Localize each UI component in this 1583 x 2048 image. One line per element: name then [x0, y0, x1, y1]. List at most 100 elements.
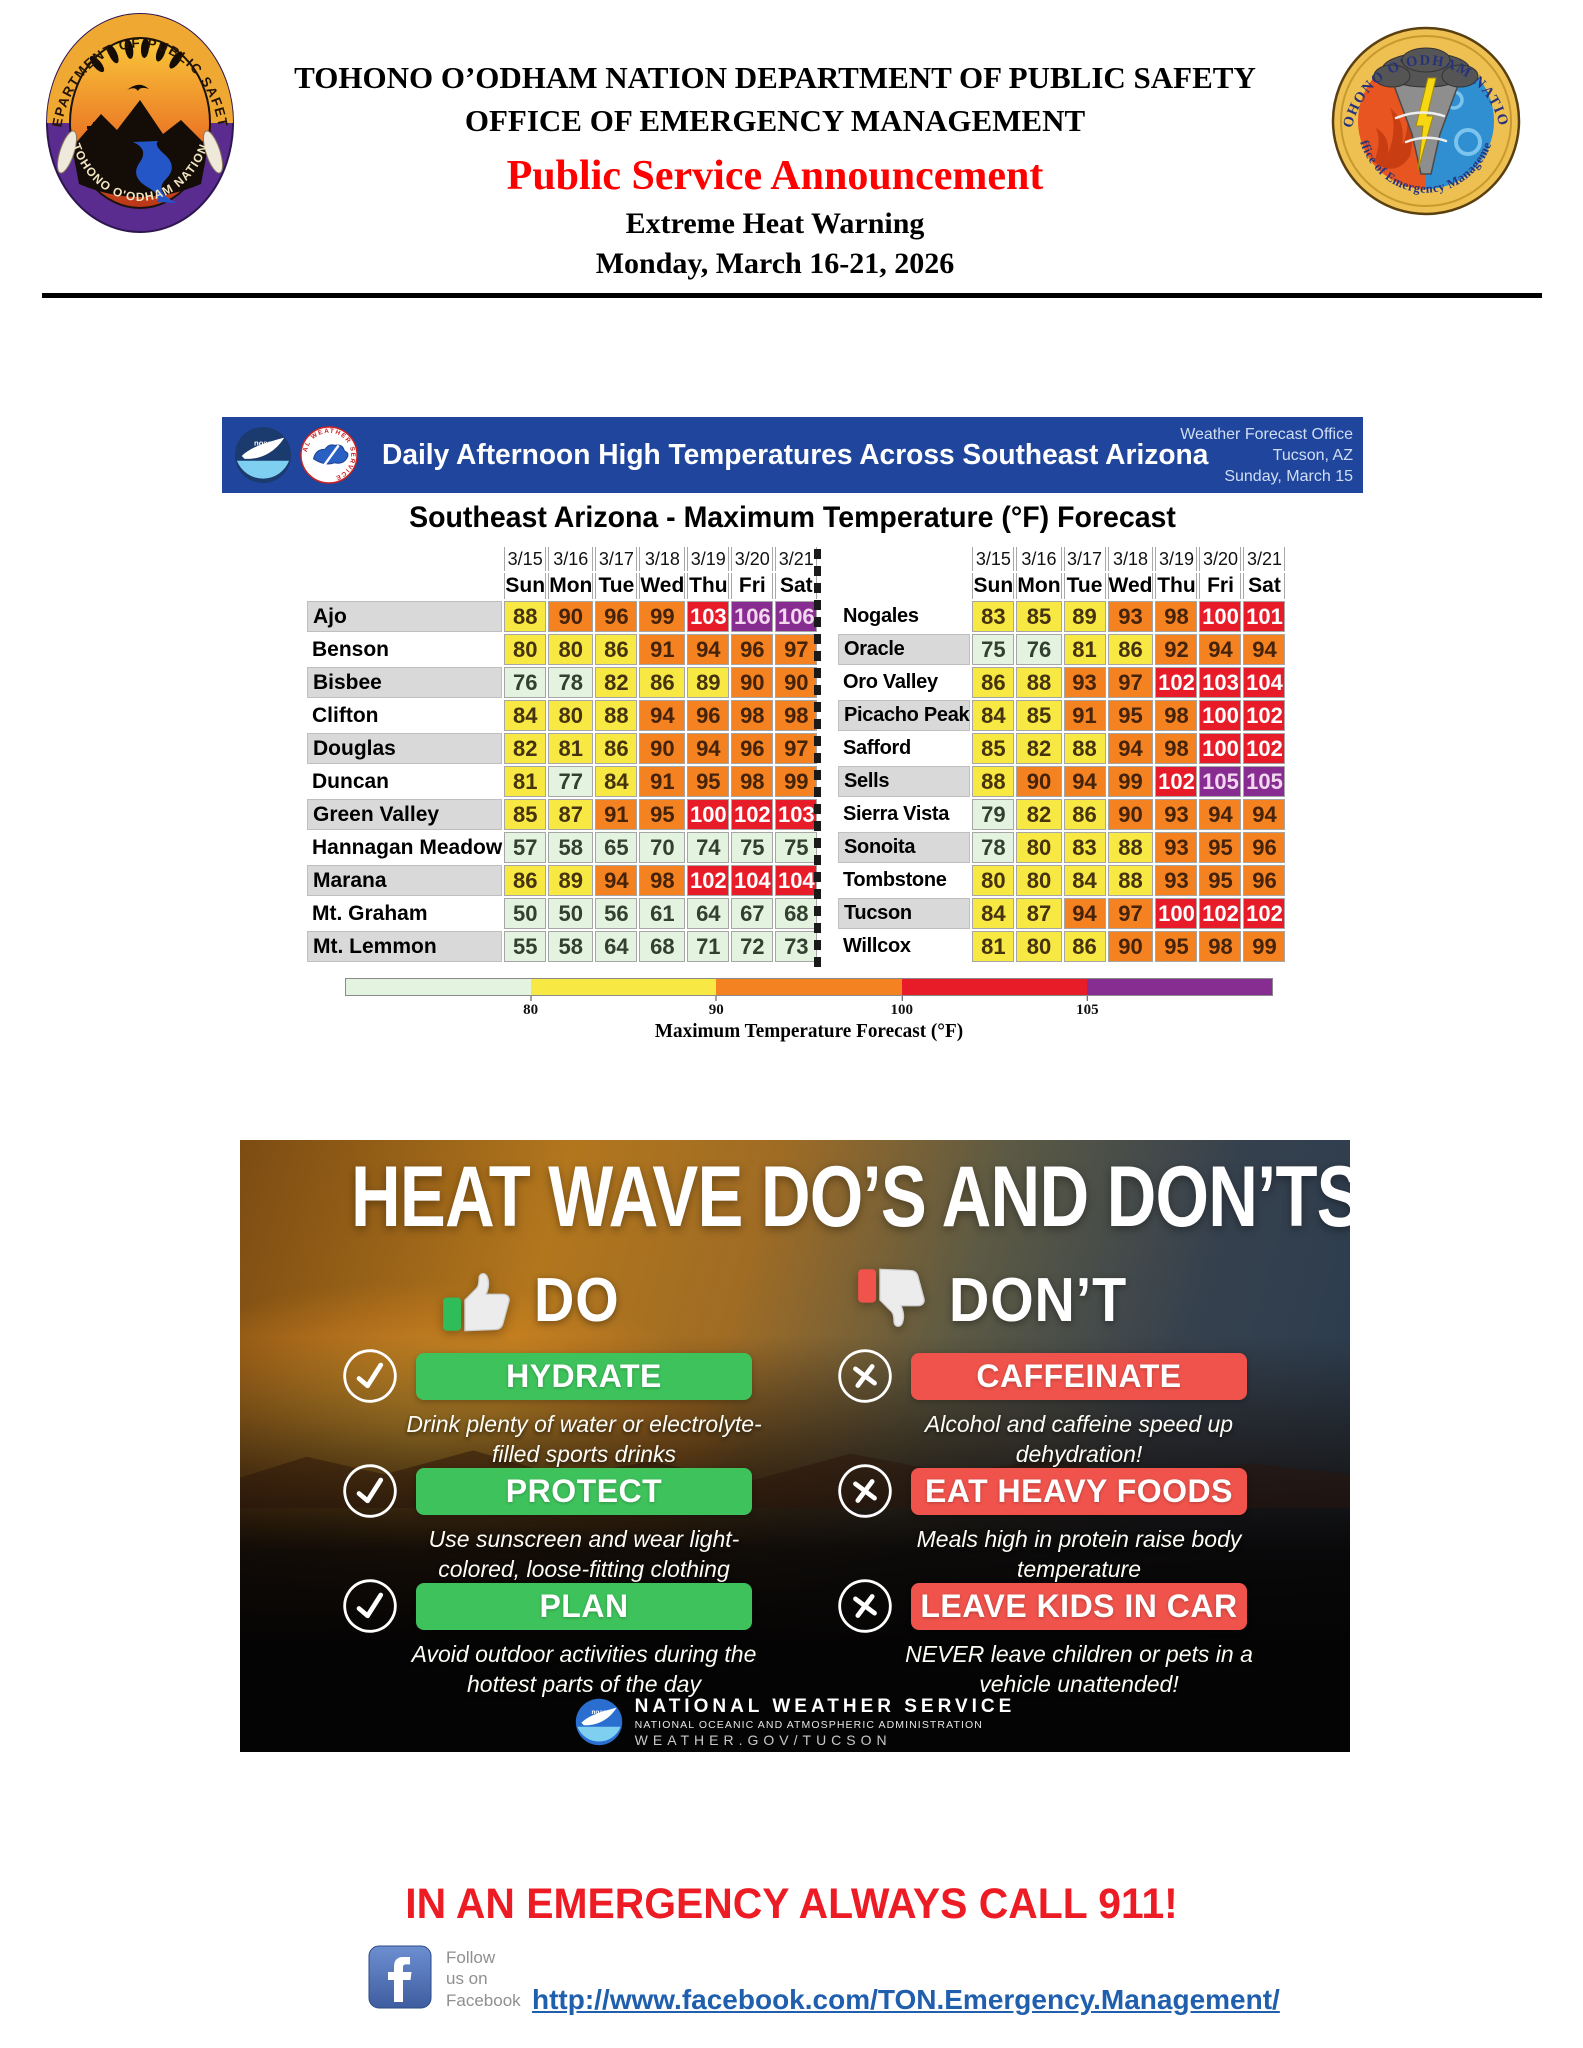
temp-cell: 98 [1155, 601, 1198, 632]
temperature-legend: 80 90 100 105 Maximum Temperature Forecast … [345, 978, 1273, 1043]
office-line3: Sunday, March 15 [1224, 468, 1353, 486]
check-circle-icon [340, 1346, 400, 1406]
temp-cell: 97 [1107, 898, 1154, 929]
temp-cell: 101 [1243, 601, 1286, 632]
temp-cell: 61 [639, 898, 686, 929]
temp-cell: 94 [1107, 733, 1154, 764]
day-header: Mon [548, 573, 594, 599]
forecast-banner-title: Daily Afternoon High Temperatures Across… [382, 438, 1209, 471]
temp-cell: 81 [1063, 634, 1106, 665]
temp-cell: 67 [731, 898, 774, 929]
temp-cell: 93 [1107, 601, 1154, 632]
temp-cell: 98 [731, 700, 774, 731]
temp-cell: 94 [595, 865, 638, 896]
do-item-description: Avoid outdoor activities during the hott… [411, 1641, 757, 1697]
temp-cell: 94 [1199, 799, 1242, 830]
temp-cell: 82 [504, 733, 547, 764]
temp-cell: 102 [1243, 898, 1286, 929]
temp-cell: 76 [1016, 634, 1062, 665]
table-divider [814, 549, 821, 973]
nws-footer-line2: NATIONAL OCEANIC AND ATMOSPHERIC ADMINIS… [634, 1719, 983, 1731]
facebook-caption-line2: us on [446, 1969, 488, 1989]
table-row: Oro Valley 86 88 93 97 102 103 104 [838, 667, 1286, 698]
city-label: Tombstone [843, 869, 947, 891]
date-header: 3/19 [687, 547, 730, 571]
temp-cell: 80 [548, 634, 594, 665]
infographic-title: HEAT WAVE DO’S AND DON’TS [351, 1149, 1350, 1245]
temp-cell: 99 [1107, 766, 1154, 797]
noaa-label: noaa [254, 438, 273, 447]
temp-cell: 94 [1243, 799, 1286, 830]
day-header: Thu [1155, 573, 1198, 599]
temp-cell: 80 [1016, 832, 1062, 863]
table-row: Tombstone 80 80 84 88 93 95 96 [838, 865, 1286, 896]
day-header: Sun [504, 573, 547, 599]
legend-tick: 105 [1076, 996, 1099, 1019]
table-corner [838, 573, 970, 599]
temp-cell: 94 [1199, 634, 1242, 665]
noaa-logo-icon: noaa [234, 426, 292, 484]
city-label: Nogales [843, 605, 919, 627]
temp-cell: 88 [1063, 733, 1106, 764]
temp-cell: 76 [504, 667, 547, 698]
city-label: Picacho Peak [838, 700, 971, 731]
temp-cell: 73 [775, 931, 818, 962]
thumbs-down-icon [853, 1259, 935, 1341]
day-header: Tue [595, 573, 638, 599]
temp-cell: 78 [972, 832, 1015, 863]
heat-wave-infographic: HEAT WAVE DO’S AND DON’TS DO DON’T [240, 1140, 1350, 1752]
temp-cell: 65 [595, 832, 638, 863]
table-row: Bisbee 76 78 82 86 89 90 90 [307, 667, 818, 698]
date-header: 3/20 [1199, 547, 1242, 571]
legend-segment [901, 979, 1087, 995]
temp-cell: 85 [1016, 601, 1062, 632]
temp-cell: 84 [595, 766, 638, 797]
day-header: Fri [731, 573, 774, 599]
dont-item-description: NEVER leave children or pets in a vehicl… [905, 1641, 1253, 1697]
temp-cell: 83 [1063, 832, 1106, 863]
forecast-table-left: 3/15 3/16 3/17 3/18 3/19 3/20 3/21 Sun Mon Tue Wed… [305, 545, 819, 964]
table-row: Green Valley 85 87 91 95 100 102 103 [307, 799, 818, 830]
temp-cell: 83 [972, 601, 1015, 632]
legend-tick: 90 [709, 996, 724, 1019]
temp-cell: 86 [595, 634, 638, 665]
temp-cell: 99 [639, 601, 686, 632]
temp-cell: 86 [1107, 634, 1154, 665]
table-row: Clifton 84 80 88 94 96 98 98 [307, 700, 818, 731]
city-label: Mt. Graham [312, 901, 428, 925]
temp-cell: 95 [1107, 700, 1154, 731]
table-row: Ajo 88 90 96 99 103 106 106 [307, 601, 818, 632]
noaa-label: noaa [591, 1709, 606, 1716]
temp-cell: 90 [1016, 766, 1062, 797]
temp-cell: 85 [972, 733, 1015, 764]
legend-ticks: 80 90 100 105 [345, 996, 1273, 1020]
x-circle-icon [835, 1576, 895, 1636]
temp-cell: 78 [548, 667, 594, 698]
office-line2: Tucson, AZ [1272, 447, 1353, 465]
temp-cell: 88 [595, 700, 638, 731]
nws-footer-line1: NATIONAL WEATHER SERVICE [634, 1696, 1016, 1717]
temp-cell: 79 [972, 799, 1015, 830]
temp-cell: 88 [1107, 832, 1154, 863]
temp-cell: 99 [775, 766, 818, 797]
temp-cell: 98 [639, 865, 686, 896]
temp-cell: 94 [1063, 898, 1106, 929]
dont-item-button: EAT HEAVY FOODS [911, 1467, 1247, 1515]
temp-cell: 105 [1199, 766, 1242, 797]
temp-cell: 96 [1243, 832, 1286, 863]
facebook-link[interactable]: http://www.facebook.com/TON.Emergency.Ma… [532, 1984, 1280, 2015]
temp-cell: 75 [775, 832, 818, 863]
city-label: Green Valley [307, 799, 503, 830]
do-label: DO [534, 1265, 620, 1335]
temp-cell: 86 [972, 667, 1015, 698]
temp-cell: 102 [1155, 667, 1198, 698]
temp-cell: 96 [731, 733, 774, 764]
temp-cell: 86 [639, 667, 686, 698]
legend-segment [346, 979, 532, 995]
temp-cell: 82 [1016, 733, 1062, 764]
facebook-caption-line3: Facebook [446, 1990, 521, 2010]
day-header: Fri [1199, 573, 1242, 599]
warning-date-range: Monday, March 16-21, 2026 [595, 247, 955, 280]
city-label: Duncan [312, 769, 390, 793]
table-row: Benson 80 80 86 91 94 96 97 [307, 634, 818, 665]
